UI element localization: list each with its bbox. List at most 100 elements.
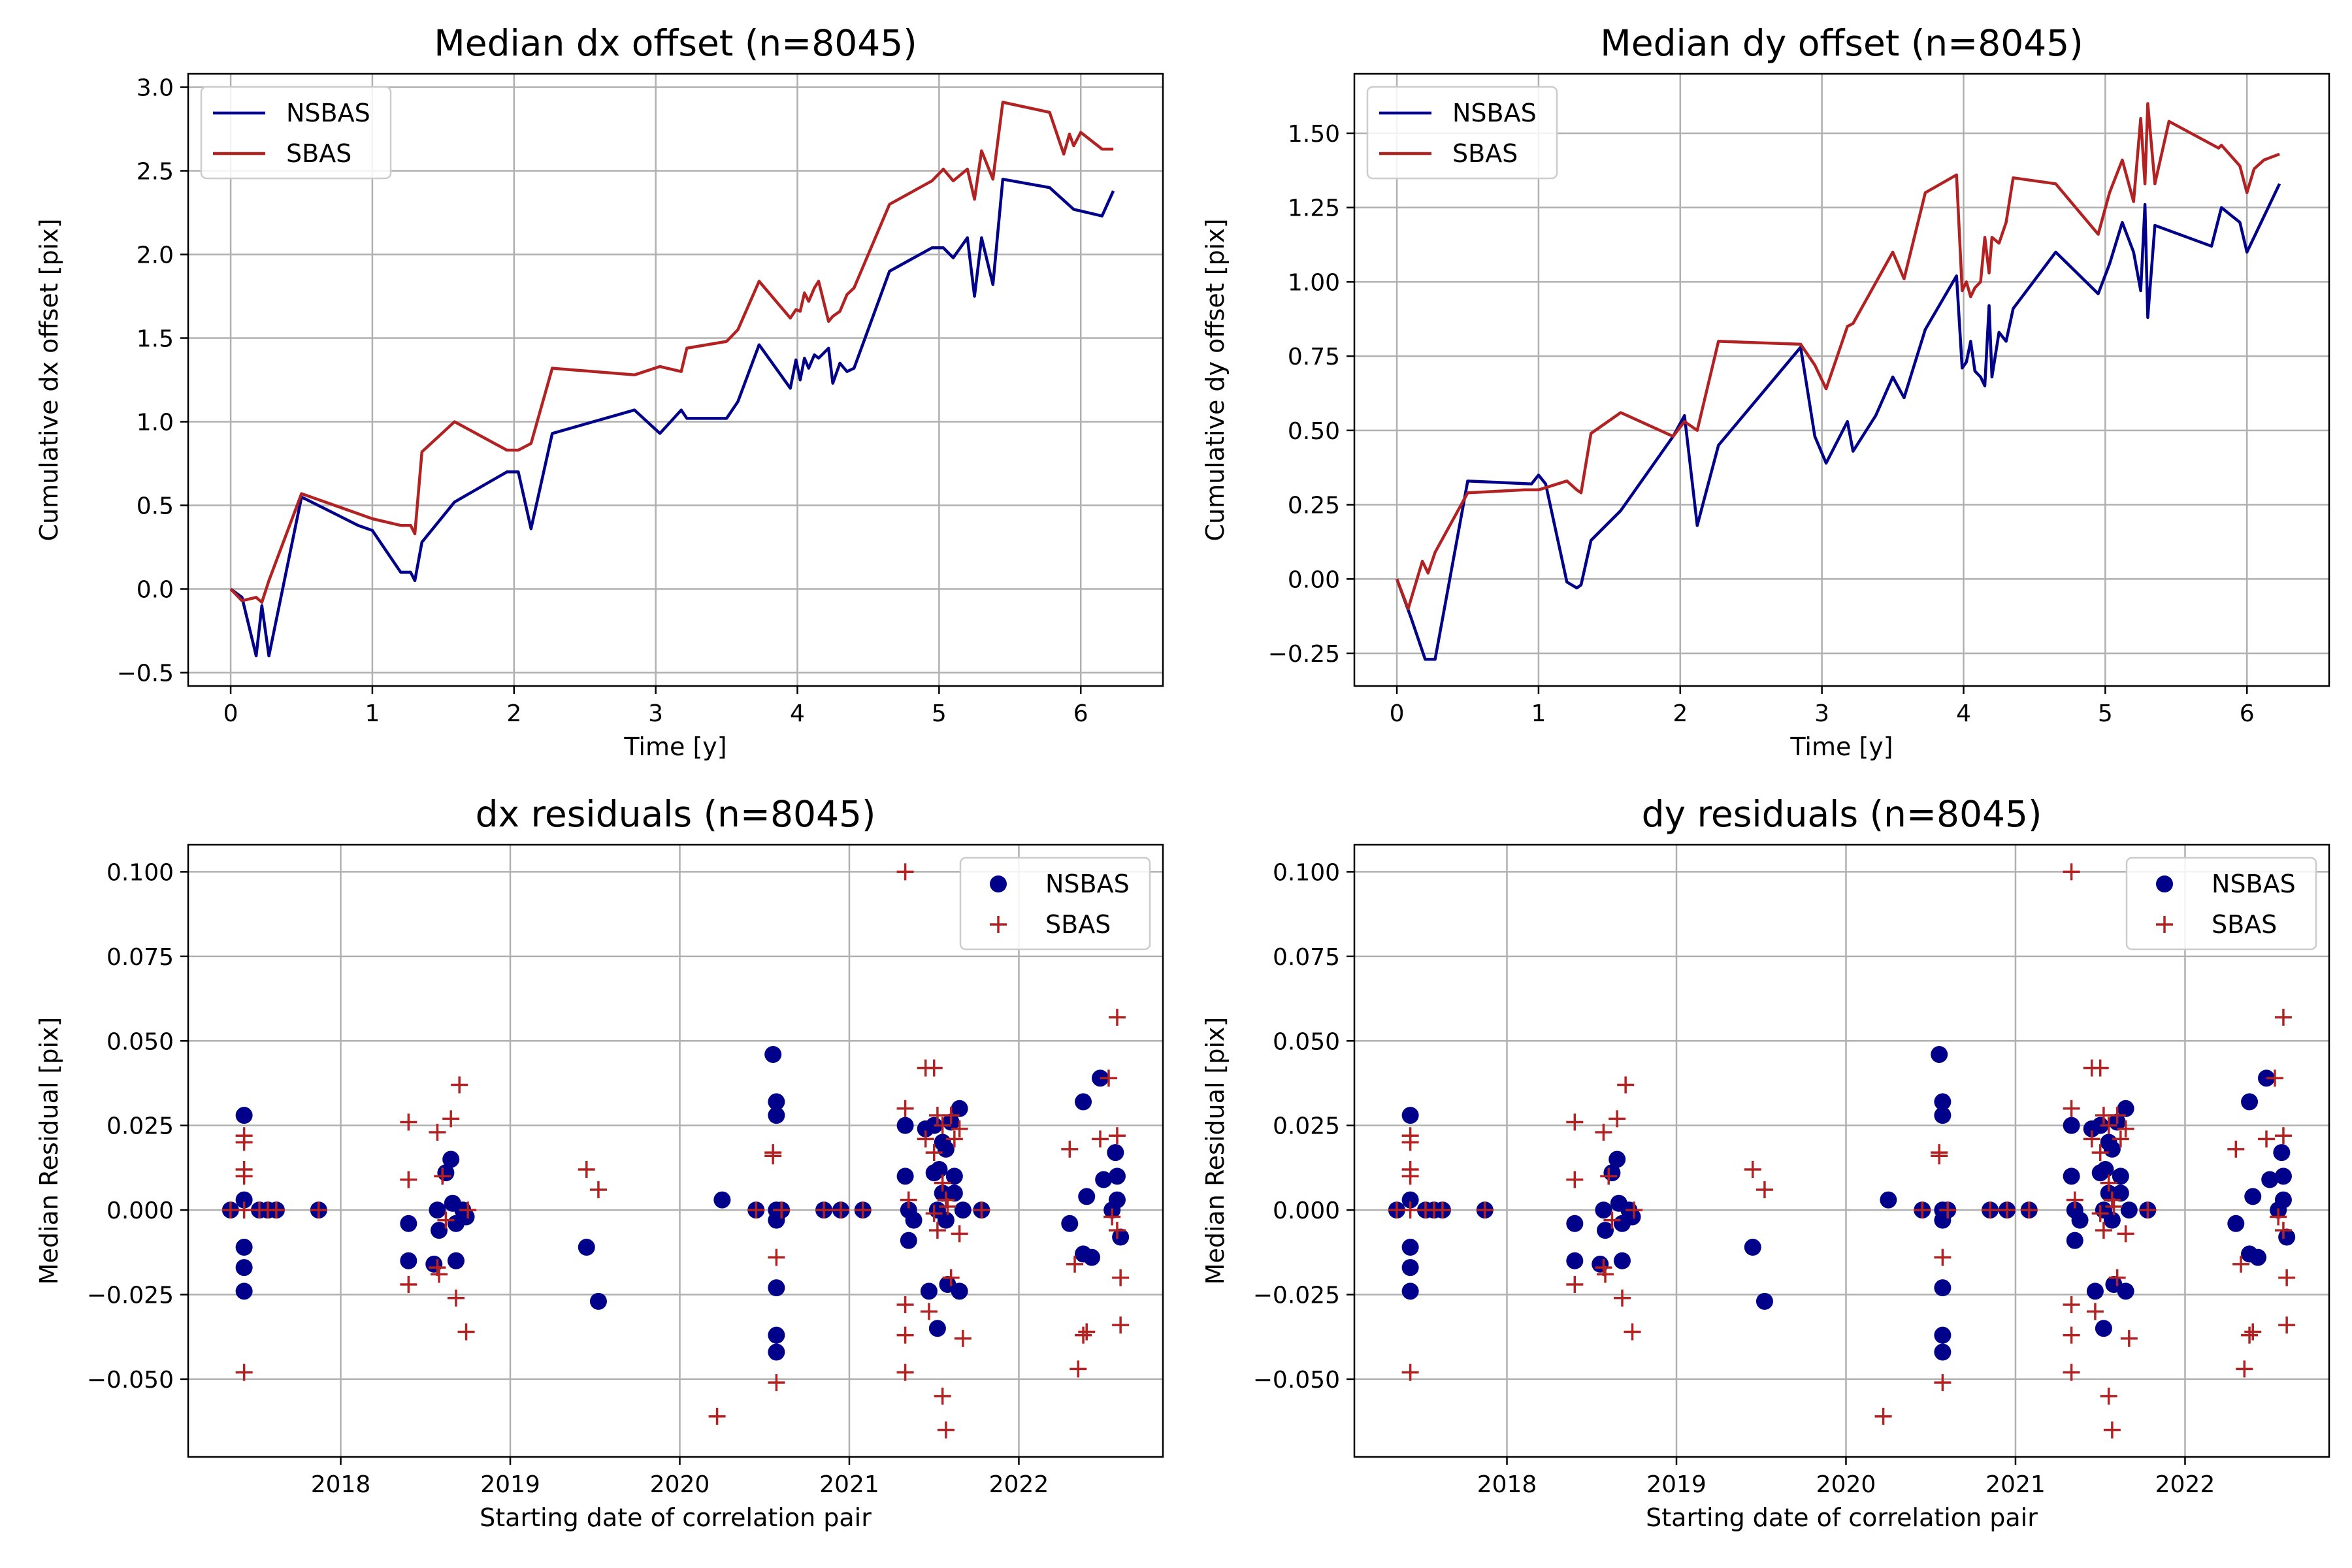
- data-point-sbas: [1998, 1201, 2016, 1219]
- y-tick-label: 1.5: [137, 325, 174, 352]
- x-tick-label: 2: [506, 700, 521, 727]
- data-point-sbas: [1401, 1364, 1419, 1381]
- data-point-nsbas: [2117, 1100, 2134, 1117]
- x-tick-label: 1: [365, 700, 380, 727]
- x-tick-label: 4: [1956, 700, 1971, 727]
- y-tick-label: −0.5: [117, 661, 174, 687]
- y-axis-label: Cumulative dy offset [pix]: [1201, 218, 1230, 541]
- data-point-nsbas: [905, 1211, 923, 1229]
- data-point-sbas: [2278, 1316, 2296, 1334]
- data-point-sbas: [896, 1100, 914, 1117]
- data-point-nsbas: [2095, 1320, 2112, 1337]
- data-point-sbas: [900, 1191, 917, 1209]
- series-line-sbas: [1395, 102, 2280, 610]
- data-point-nsbas: [447, 1252, 465, 1269]
- data-point-sbas: [2091, 1205, 2109, 1222]
- legend-swatch-sbas: [2156, 916, 2173, 933]
- y-axis-label: Cumulative dx offset [pix]: [35, 218, 63, 541]
- data-point-nsbas: [896, 1168, 914, 1185]
- data-point-sbas: [896, 1296, 914, 1314]
- data-point-nsbas: [930, 1160, 948, 1178]
- y-tick-label: 0.100: [106, 859, 174, 886]
- data-point-sbas: [2105, 1198, 2123, 1215]
- data-point-nsbas: [2066, 1232, 2083, 1249]
- legend-label-sbas: SBAS: [2212, 910, 2277, 939]
- data-point-nsbas: [937, 1211, 955, 1229]
- data-point-sbas: [2227, 1140, 2245, 1158]
- data-point-sbas: [267, 1201, 285, 1219]
- data-point-sbas: [764, 1147, 782, 1165]
- data-point-nsbas: [1934, 1093, 1952, 1111]
- data-point-nsbas: [2261, 1171, 2279, 1188]
- x-axis-label: Starting date of correlation pair: [1646, 1503, 2038, 1532]
- data-point-sbas: [2100, 1174, 2117, 1192]
- x-tick-label: 2019: [480, 1471, 540, 1498]
- data-point-sbas: [2274, 1222, 2292, 1239]
- y-tick-label: 1.0: [137, 410, 174, 436]
- data-point-nsbas: [2241, 1093, 2259, 1111]
- data-point-nsbas: [400, 1215, 417, 1232]
- data-point-nsbas: [1075, 1093, 1092, 1111]
- data-point-sbas: [437, 1211, 455, 1229]
- legend-box: [2125, 857, 2317, 951]
- data-point-nsbas: [589, 1292, 607, 1310]
- data-point-sbas: [925, 1144, 943, 1162]
- y-tick-label: 0.050: [106, 1028, 174, 1055]
- data-point-sbas: [917, 1130, 934, 1148]
- data-point-sbas: [434, 1168, 451, 1185]
- data-point-sbas: [2236, 1360, 2253, 1378]
- x-tick-label: 2018: [311, 1471, 371, 1498]
- data-point-nsbas: [1108, 1168, 1126, 1185]
- y-axis-label: Median Residual [pix]: [1201, 1017, 1230, 1285]
- x-axis-label: Time [y]: [623, 732, 727, 761]
- data-point-sbas: [2112, 1130, 2129, 1148]
- x-tick-label: 0: [223, 700, 238, 727]
- data-point-sbas: [896, 1364, 914, 1381]
- data-point-nsbas: [2112, 1184, 2129, 1202]
- data-point-sbas: [2270, 1208, 2287, 1226]
- y-tick-label: 0.075: [106, 944, 174, 971]
- data-point-nsbas: [2274, 1168, 2292, 1185]
- data-point-nsbas: [928, 1320, 946, 1337]
- y-tick-label: 2.0: [137, 242, 174, 269]
- data-point-sbas: [2278, 1269, 2296, 1286]
- data-point-nsbas: [954, 1201, 972, 1219]
- data-point-sbas: [2108, 1269, 2126, 1286]
- data-point-sbas: [832, 1201, 849, 1219]
- legend-label-nsbas: NSBAS: [2212, 870, 2296, 898]
- data-point-sbas: [2108, 1107, 2126, 1124]
- x-tick-label: 6: [1073, 700, 1088, 727]
- data-point-sbas: [235, 1364, 253, 1381]
- data-point-sbas: [1108, 1009, 1126, 1026]
- data-point-sbas: [973, 1201, 990, 1219]
- y-tick-label: 0.000: [1273, 1198, 1340, 1224]
- data-point-nsbas: [1934, 1107, 1952, 1124]
- plot-area: [1388, 863, 2296, 1439]
- data-point-nsbas: [1756, 1292, 1773, 1310]
- data-point-sbas: [747, 1201, 765, 1219]
- data-point-sbas: [1609, 1110, 1626, 1128]
- y-tick-label: −0.025: [1253, 1282, 1340, 1309]
- data-point-sbas: [1112, 1316, 1130, 1334]
- data-point-nsbas: [2103, 1140, 2121, 1158]
- data-point-nsbas: [235, 1191, 253, 1209]
- x-axis-label: Time [y]: [1789, 732, 1893, 761]
- x-tick-label: 2019: [1646, 1471, 1707, 1498]
- data-point-nsbas: [235, 1282, 253, 1300]
- data-point-sbas: [429, 1124, 446, 1141]
- data-point-sbas: [708, 1407, 726, 1425]
- y-tick-label: −0.025: [87, 1282, 174, 1309]
- chart-panel-3: 2018 2019 2020 2021 2022 −0.050 −0.025 0.000 0.0…: [35, 793, 1164, 1532]
- data-point-nsbas: [1566, 1252, 1584, 1269]
- data-point-sbas: [1931, 1147, 1948, 1165]
- y-tick-label: 1.50: [1288, 121, 1340, 148]
- data-point-nsbas: [945, 1168, 963, 1185]
- data-point-nsbas: [1401, 1107, 1419, 1124]
- data-point-sbas: [1108, 1127, 1126, 1145]
- data-point-nsbas: [1744, 1239, 1761, 1256]
- data-point-sbas: [939, 1198, 956, 1215]
- data-point-nsbas: [1083, 1249, 1101, 1266]
- data-point-nsbas: [1613, 1252, 1631, 1269]
- plot-area: [229, 101, 1115, 658]
- data-point-sbas: [1100, 1070, 1117, 1087]
